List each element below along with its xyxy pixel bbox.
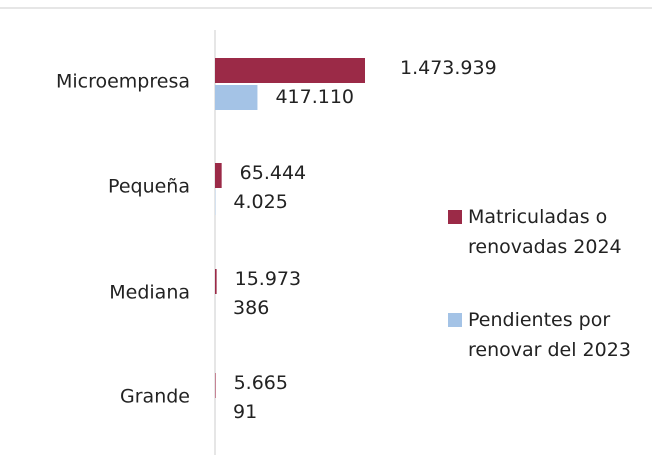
- value-label: 1.473.939: [400, 57, 497, 79]
- legend-swatch: [448, 210, 462, 224]
- value-label: 65.444: [240, 162, 306, 184]
- legend-swatch: [448, 313, 462, 327]
- bar: [215, 269, 217, 294]
- value-label: 91: [233, 401, 257, 423]
- y-tick-label: Microempresa: [56, 71, 190, 93]
- bar: [215, 85, 258, 110]
- legend-item: Matriculadas o renovadas 2024: [448, 202, 648, 262]
- value-label: 4.025: [233, 191, 287, 213]
- y-tick-label: Grande: [120, 386, 190, 408]
- y-tick-label: Pequeña: [108, 176, 190, 198]
- y-tick-label: Mediana: [109, 282, 190, 304]
- legend-label: Matriculadas o renovadas 2024: [468, 206, 622, 258]
- legend-label: Pendientes por renovar del 2023: [468, 309, 631, 361]
- bar: [215, 58, 365, 83]
- value-label: 417.110: [275, 86, 354, 108]
- value-label: 386: [233, 297, 269, 319]
- bar: [215, 163, 222, 188]
- value-label: 5.665: [234, 372, 288, 394]
- legend-item: Pendientes por renovar del 2023: [448, 305, 633, 365]
- value-label: 15.973: [235, 268, 301, 290]
- bar: [215, 373, 216, 398]
